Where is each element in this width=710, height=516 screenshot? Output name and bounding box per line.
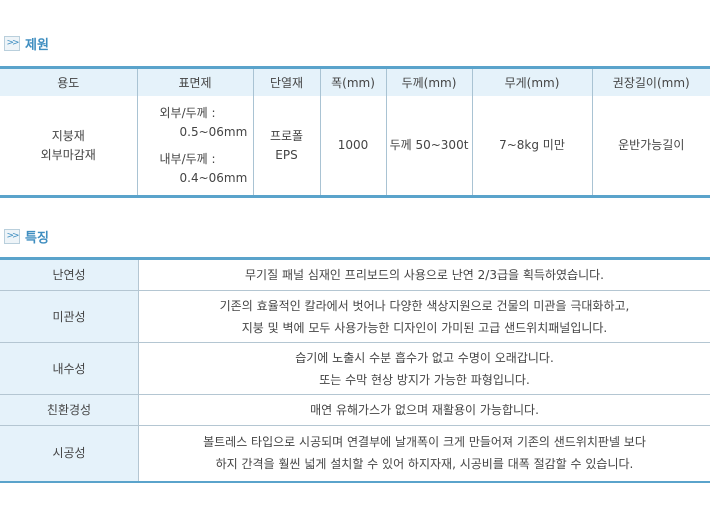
cell-weight: 7~8kg 미만 xyxy=(471,96,592,197)
header-length: 권장길이(mm) xyxy=(591,67,710,96)
cell-width: 1000 xyxy=(319,96,386,197)
features-section-title: >> 특징 xyxy=(4,227,49,246)
header-surface: 표면제 xyxy=(136,67,253,96)
double-chevron-right-icon: >> xyxy=(4,36,20,51)
cell-thickness: 두께 50~300t xyxy=(385,96,472,197)
cell-surface: 외부/두께 :0.5~06mm 내부/두께 :0.4~06mm xyxy=(136,96,253,197)
header-thickness: 두께(mm) xyxy=(385,67,472,96)
table-row: 내수성 습기에 노출시 수분 흡수가 없고 수명이 오래갑니다. 또는 수막 현상 … xyxy=(0,342,710,395)
features-table: 난연성 무기질 패널 심재인 프리보드의 사용으로 난연 2/3급을 획득하였습니… xyxy=(0,257,710,483)
double-chevron-right-icon: >> xyxy=(4,229,20,244)
spec-section-title: >> 제원 xyxy=(4,34,49,53)
cell-length: 운반가능길이 xyxy=(591,96,710,197)
table-row: 미관성 기존의 효율적인 칼라에서 벗어나 다양한 색상지원으로 건물의 미관을 … xyxy=(0,290,710,343)
cell-insulation: 프로폴 EPS xyxy=(252,96,320,197)
table-row: 친환경성 매연 유해가스가 없으며 재활용이 가능합니다. xyxy=(0,394,710,426)
header-insulation: 단열재 xyxy=(252,67,320,96)
header-usage: 용도 xyxy=(0,67,137,96)
table-row: 시공성 볼트레스 타입으로 시공되며 연결부에 날개폭이 크게 만들어져 기존의 … xyxy=(0,425,710,482)
cell-usage: 지붕재 외부마감재 xyxy=(40,128,96,162)
header-weight: 무게(mm) xyxy=(471,67,592,96)
header-width: 폭(mm) xyxy=(319,67,386,96)
table-row: 지붕재 외부마감재 외부/두께 :0.5~06mm 내부/두께 :0.4~06mm … xyxy=(0,96,710,197)
spec-table: 용도 표면제 단열재 폭(mm) 두께(mm) 무게(mm) 권장길이(mm) … xyxy=(0,66,710,198)
table-row: 난연성 무기질 패널 심재인 프리보드의 사용으로 난연 2/3급을 획득하였습니… xyxy=(0,258,710,291)
